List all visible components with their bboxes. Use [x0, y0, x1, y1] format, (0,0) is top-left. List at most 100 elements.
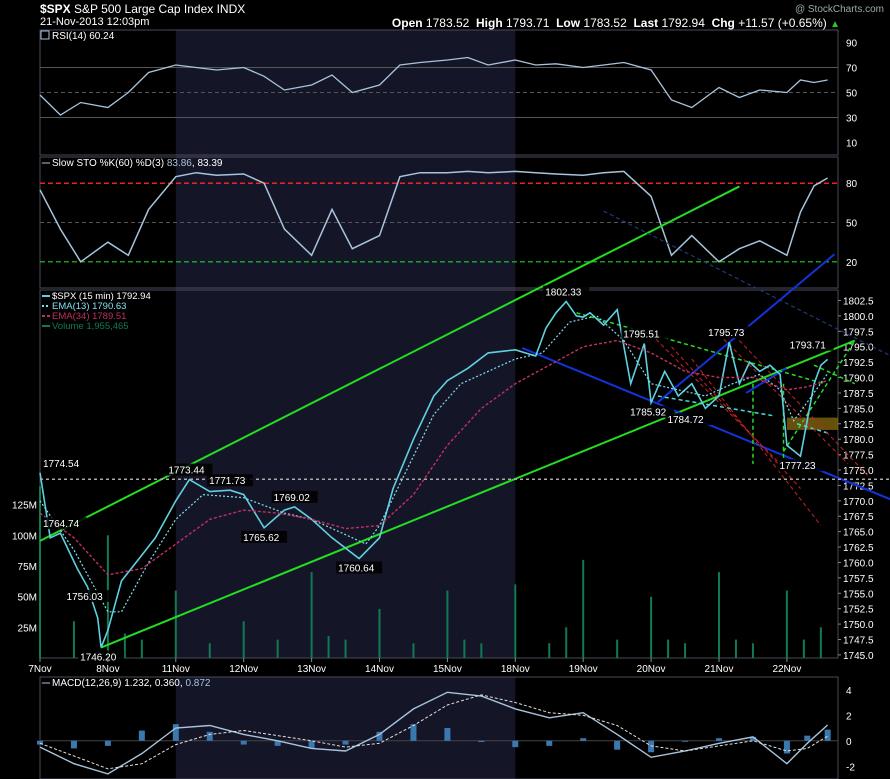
- sto-tick-label-1: 50: [846, 219, 858, 230]
- macd-tick-label-0: -2: [846, 762, 855, 773]
- trendline-cyan_dashed-12: [796, 423, 828, 434]
- annotation-box-6: [241, 530, 288, 543]
- x-tick-label-9: 20Nov: [637, 664, 666, 675]
- ohlc-readout: Open 1783.52 High 1793.71 Low 1783.52 La…: [392, 16, 840, 30]
- volume-bar-11: [344, 639, 347, 658]
- macd-hist-bar-5: [206, 731, 213, 741]
- annotation-box-7: [271, 490, 318, 503]
- x-tick-label-5: 14Nov: [365, 664, 394, 675]
- sto-tick-label-2: 80: [846, 179, 858, 190]
- annotation-box-11: [628, 405, 675, 418]
- price-tick-label-1: 1747.5: [843, 636, 874, 647]
- price-tick-label-18: 1790.0: [843, 374, 874, 385]
- volume-bar-3: [123, 633, 126, 658]
- volume-bar-19: [565, 627, 568, 658]
- trendline-blue-2: [521, 347, 890, 501]
- annotation-box-12: [665, 413, 712, 426]
- annotation-label-1: 1764.74: [43, 519, 80, 530]
- price-tick-label-23: 1802.5: [843, 296, 874, 307]
- annotation-box-15: [777, 459, 824, 472]
- macd-hist-bar-21: [749, 736, 756, 741]
- session-shade-macd-0: [175, 677, 516, 779]
- sto-legend-label: Slow STO %K(60) %D(3) 83.86, 83.39: [52, 158, 223, 169]
- price-tick-label-13: 1777.5: [843, 451, 874, 462]
- annotation-label-4: 1773.44: [168, 466, 205, 477]
- annotation-label-10: 1795.51: [623, 330, 660, 341]
- price-legend-label-0: $SPX (15 min) 1792.94: [52, 291, 151, 302]
- annotation-label-6: 1765.62: [243, 533, 280, 544]
- annotation-box-0: [41, 456, 87, 469]
- volume-bar-28: [785, 590, 788, 658]
- macd-value: 1.232: [124, 678, 149, 689]
- sto-separator: ,: [192, 158, 198, 169]
- volume-bar-13: [412, 643, 415, 658]
- volume-bar-22: [650, 596, 653, 658]
- price-tick-label-20: 1795.0: [843, 343, 874, 354]
- volume-bar-1: [72, 621, 75, 658]
- macd-hist-bar-6: [240, 740, 247, 745]
- volume-tick-label-1: 50M: [18, 593, 37, 604]
- volume-bar-21: [616, 639, 619, 658]
- macd-hist-bar-1: [70, 740, 77, 749]
- trendline-green-0: [39, 185, 740, 542]
- annotation-box-10: [621, 327, 668, 340]
- macd-signal-line: [39, 694, 828, 770]
- x-tick-label-2: 11Nov: [162, 664, 190, 675]
- volume-bar-26: [734, 639, 737, 658]
- rsi-tick-label-4: 90: [846, 39, 858, 50]
- macd-separator-1: ,: [149, 678, 155, 689]
- price-tick-label-12: 1775.0: [843, 466, 874, 477]
- annotation-box-2: [64, 589, 111, 602]
- price-tick-label-6: 1760.0: [843, 558, 874, 569]
- volume-bar-8: [276, 639, 279, 658]
- volume-bar-25: [718, 572, 720, 658]
- macd-hist-bar-2: [104, 740, 111, 746]
- volume-bar-29: [802, 639, 805, 658]
- annotation-box-9: [543, 285, 590, 298]
- price-tick-label-16: 1785.0: [843, 404, 874, 415]
- price-tick-label-9: 1767.5: [843, 512, 874, 523]
- price-line: [39, 300, 829, 648]
- exchange: INDX: [216, 2, 246, 16]
- volume-tick-label-4: 125M: [12, 501, 37, 512]
- volume-bar-14: [446, 590, 449, 658]
- x-tick-label-8: 19Nov: [569, 664, 598, 675]
- sto-k-line: [39, 170, 828, 263]
- chg-value: +11.57 (+0.65%): [738, 16, 827, 30]
- macd-hist-bar-14: [512, 740, 519, 748]
- last-label: Last: [633, 16, 659, 30]
- high-value: 1793.71: [506, 16, 550, 30]
- rsi-tick-label-1: 30: [846, 114, 858, 125]
- rsi-legend-swatch: [40, 30, 50, 40]
- panel-frame-macd: [39, 676, 839, 779]
- chart-title: $SPX S&P 500 Large Cap Index INDX: [40, 2, 245, 16]
- x-tick-label-6: 15Nov: [433, 664, 462, 675]
- volume-bar-6: [208, 643, 211, 658]
- trendline-cyan_dashed-11: [657, 395, 774, 417]
- price-legend-label-3: Volume 1,955,465: [52, 321, 129, 332]
- trendline-red_dashed-17: [739, 340, 869, 477]
- macd-hist-bar-18: [648, 740, 655, 753]
- session-shade-0: [175, 30, 516, 658]
- price-tick-label-2: 1750.0: [843, 620, 874, 631]
- annotation-label-13: 1795.73: [708, 328, 745, 339]
- volume-bar-15: [463, 639, 466, 658]
- annotation-label-3: 1746.20: [80, 653, 117, 664]
- rsi-legend-label: RSI(14) 60.24: [52, 31, 115, 42]
- x-tick-label-4: 13Nov: [297, 664, 326, 675]
- annotation-label-5: 1771.73: [209, 476, 246, 487]
- price-tick-label-15: 1782.5: [843, 420, 874, 431]
- volume-bar-18: [548, 643, 551, 658]
- high-label: High: [475, 16, 503, 30]
- annotation-box-4: [166, 463, 213, 476]
- symbol: $SPX: [40, 2, 71, 16]
- macd-hist-bar-8: [308, 740, 315, 749]
- macd-tick-label-3: 4: [846, 686, 852, 697]
- price-tick-label-14: 1780.0: [843, 435, 874, 446]
- price-tick-label-22: 1800.0: [843, 312, 874, 323]
- volume-tick-label-3: 100M: [12, 531, 37, 542]
- price-tick-label-4: 1755.0: [843, 589, 874, 600]
- price-tick-label-17: 1787.5: [843, 389, 874, 400]
- trendline-red_dashed-16: [718, 334, 849, 465]
- price-tick-label-0: 1745.0: [843, 651, 874, 662]
